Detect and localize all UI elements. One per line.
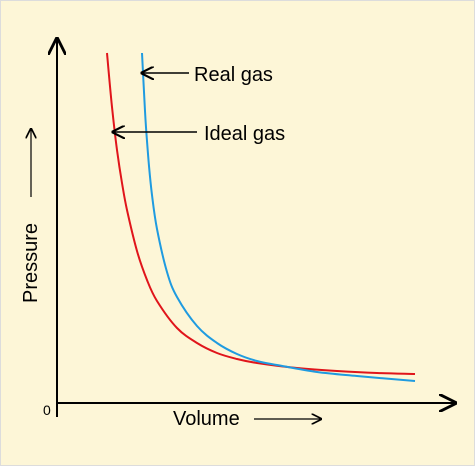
series-line-ideal-gas [106, 52, 416, 375]
series-layer [106, 52, 416, 382]
real-gas-annotation: Real gas [194, 64, 273, 86]
ideal-gas-annotation: Ideal gas [204, 123, 285, 145]
x-axis-label: Volume [173, 408, 240, 430]
series-line-real-gas [141, 52, 416, 382]
origin-label: 0 [43, 402, 51, 418]
y-axis-label: Pressure [20, 223, 42, 303]
